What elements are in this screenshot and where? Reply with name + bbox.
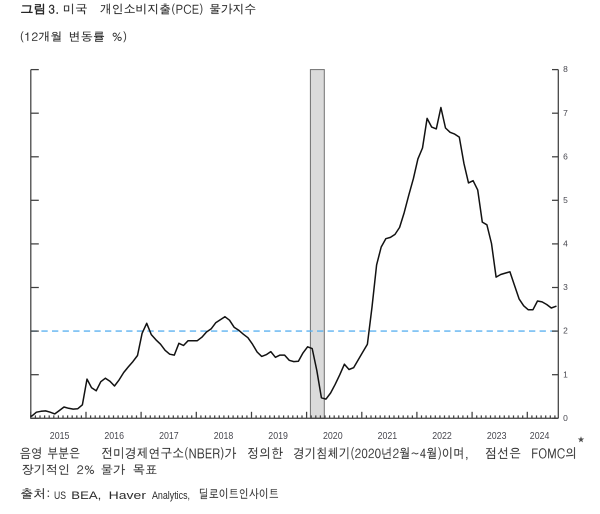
svg-text:2016: 2016 [104, 431, 124, 442]
svg-text:6: 6 [563, 151, 568, 161]
svg-text:Analytics,: Analytics, [152, 490, 190, 502]
svg-text:2020: 2020 [323, 431, 343, 442]
svg-text:0: 0 [563, 413, 568, 423]
svg-text:BEA,: BEA, [71, 490, 101, 502]
svg-text:4: 4 [563, 239, 568, 249]
svg-text:2015: 2015 [50, 431, 70, 442]
svg-text:2017: 2017 [159, 431, 179, 442]
svg-text:2021: 2021 [378, 431, 398, 442]
svg-text:US: US [54, 490, 66, 502]
svg-text:2024: 2024 [530, 431, 550, 442]
svg-text:2: 2 [563, 326, 568, 336]
svg-text:2022: 2022 [432, 431, 452, 442]
svg-text:Haver: Haver [109, 490, 147, 502]
svg-text:8: 8 [563, 64, 568, 74]
svg-text:7: 7 [563, 108, 568, 118]
svg-text:3: 3 [563, 282, 568, 292]
svg-text:2019: 2019 [268, 431, 288, 442]
svg-text:1: 1 [563, 369, 568, 379]
svg-text:2018: 2018 [214, 431, 234, 442]
svg-text:5: 5 [563, 195, 568, 205]
svg-text:2023: 2023 [487, 431, 507, 442]
